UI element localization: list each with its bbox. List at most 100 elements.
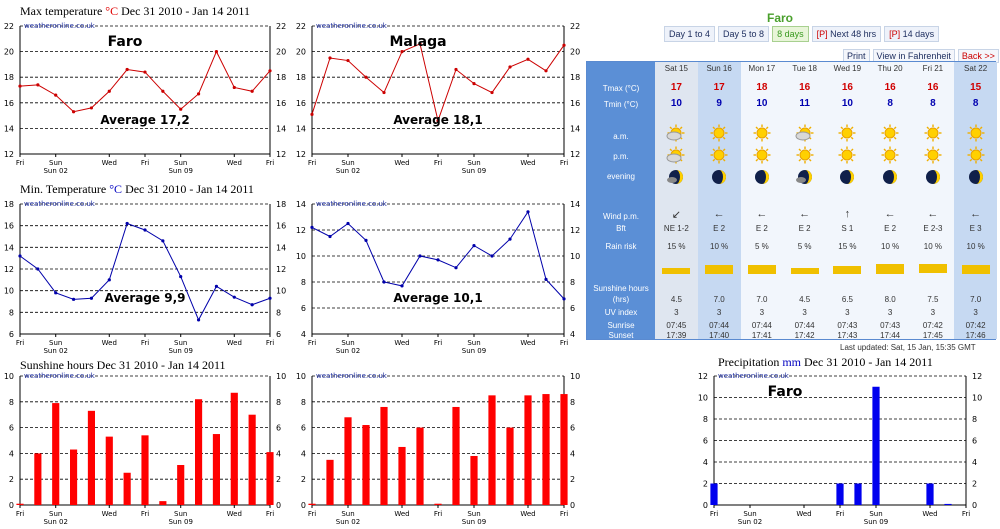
sun-faro-ytick-left: 0 bbox=[9, 501, 14, 510]
min-malaga-watermark: weatheronline.co.uk bbox=[316, 200, 388, 208]
precip-faro-xtick-label: Sun bbox=[743, 510, 756, 518]
sun-malaga-xtick-label: Fri bbox=[560, 510, 568, 518]
wind-arrow-icon: ↑ bbox=[844, 208, 851, 220]
sun-icon bbox=[709, 146, 729, 169]
max-faro-ytick-left: 20 bbox=[4, 48, 14, 57]
forecast-tab[interactable]: [P] 14 days bbox=[884, 26, 940, 42]
sun-malaga-xtick-label: Sun bbox=[341, 510, 354, 518]
day-name: Sun 16 bbox=[706, 64, 732, 73]
sun-faro-xtick-label: Wed bbox=[227, 510, 242, 518]
wind-arrow-icon: ← bbox=[927, 208, 939, 220]
print-button[interactable]: Print bbox=[843, 49, 870, 63]
sunrise-value: 07:43 bbox=[880, 321, 901, 330]
max-malaga-ytick-right: 12 bbox=[570, 150, 580, 159]
rain-risk-value: 10 % bbox=[881, 242, 900, 251]
max-faro-point bbox=[107, 89, 111, 93]
min-malaga-ytick-left: 14 bbox=[296, 200, 306, 209]
wind-arrow-icon: ← bbox=[884, 208, 896, 220]
uv-value: 3 bbox=[930, 308, 936, 317]
uv-value: 3 bbox=[759, 308, 765, 317]
min-malaga-point bbox=[562, 297, 566, 301]
forecast-title: Faro bbox=[767, 11, 794, 25]
sun-faro-bar bbox=[159, 501, 167, 505]
forecast-tab[interactable]: Day 1 to 4 bbox=[664, 26, 716, 42]
min-faro-point bbox=[18, 254, 22, 258]
min-malaga-ytick-left: 8 bbox=[301, 278, 306, 287]
max-faro-point bbox=[268, 69, 272, 73]
forecast-tab[interactable]: Day 5 to 8 bbox=[718, 26, 770, 42]
min-malaga-ytick-right: 6 bbox=[570, 304, 575, 313]
max-faro-ytick-right: 16 bbox=[276, 99, 286, 108]
sun-faro-xtick-label-bottom: Sun 02 bbox=[43, 518, 67, 526]
sun-malaga-ytick-right: 2 bbox=[570, 475, 575, 484]
min-malaga-ytick-left: 6 bbox=[301, 304, 306, 313]
sunshine-value: 8.0 bbox=[884, 295, 896, 304]
min-faro-average-label: Average 9,9 bbox=[105, 291, 186, 305]
tmin-value: 10 bbox=[756, 98, 768, 109]
sun-faro-bar bbox=[87, 410, 95, 505]
tmax-value: 16 bbox=[799, 82, 811, 93]
max-malaga-ytick-right: 20 bbox=[570, 48, 580, 57]
sun-faro-xtick-label: Fri bbox=[16, 510, 24, 518]
max-malaga-xtick-label: Fri bbox=[308, 159, 316, 167]
sun-faro-bar bbox=[195, 399, 203, 505]
sun-malaga-bar bbox=[398, 446, 406, 505]
day-name: Sat 15 bbox=[664, 64, 688, 73]
sun-icon bbox=[837, 124, 857, 147]
sun-icon bbox=[923, 146, 943, 169]
max-malaga-point bbox=[562, 43, 566, 47]
forecast-tab[interactable]: 8 days bbox=[772, 26, 809, 42]
sun-malaga-bar bbox=[416, 427, 424, 505]
precip-faro-city-label: Faro bbox=[768, 384, 803, 400]
sun-faro-ytick-left: 2 bbox=[9, 475, 14, 484]
min-faro-point bbox=[89, 296, 94, 300]
sun-malaga-bar bbox=[506, 427, 514, 505]
max-malaga-point bbox=[508, 65, 512, 69]
max-faro-ytick-left: 12 bbox=[4, 150, 14, 159]
sunrise-value: 07:44 bbox=[751, 321, 772, 330]
forecast-table: Tmax (°C) Tmin (°C) a.m. p.m. evening Wi… bbox=[586, 61, 997, 340]
min-faro-ytick-left: 16 bbox=[4, 222, 14, 231]
sunset-value: 17:46 bbox=[965, 331, 986, 340]
max-faro-ytick-right: 20 bbox=[276, 48, 286, 57]
min-malaga-point bbox=[454, 266, 458, 270]
max-faro-point bbox=[161, 89, 165, 93]
precip-faro-xtick-label: Fri bbox=[710, 510, 718, 518]
sun-faro-bar bbox=[123, 472, 131, 505]
moon-icon bbox=[752, 168, 772, 191]
max-malaga-ytick-left: 14 bbox=[296, 124, 306, 133]
min-malaga-ytick-left: 12 bbox=[296, 226, 306, 235]
max-malaga-point bbox=[454, 67, 458, 72]
min-malaga-ytick-right: 8 bbox=[570, 278, 575, 287]
sun-malaga-ytick-left: 2 bbox=[301, 475, 306, 484]
precip-faro-ytick-right: 12 bbox=[972, 372, 982, 381]
sun-malaga-bar bbox=[380, 406, 388, 505]
sun-faro-ytick-right: 2 bbox=[276, 475, 281, 484]
sun-faro-bar bbox=[52, 403, 60, 505]
max-malaga-point bbox=[328, 56, 332, 60]
min-malaga-xtick-label: Fri bbox=[560, 339, 568, 347]
min-malaga-xtick-label: Wed bbox=[520, 339, 535, 347]
sun-icon bbox=[795, 146, 815, 169]
precip-faro-bar bbox=[836, 483, 844, 505]
forecast-tab[interactable]: [P] Next 48 hrs bbox=[811, 26, 882, 42]
bft-value: NE 1-2 bbox=[663, 224, 689, 233]
precip-faro-watermark: weatheronline.co.uk bbox=[718, 372, 790, 380]
sunrise-value: 07:42 bbox=[922, 321, 943, 330]
max-malaga-ytick-left: 20 bbox=[296, 48, 306, 57]
min-malaga-ytick-right: 10 bbox=[570, 252, 580, 261]
sun-malaga-ytick-right: 8 bbox=[570, 398, 575, 407]
sunshine-value: 7.0 bbox=[756, 295, 768, 304]
sun-malaga-bar bbox=[488, 395, 496, 505]
max-faro-ytick-right: 14 bbox=[276, 124, 286, 133]
max-faro-point bbox=[179, 107, 183, 111]
sun-faro-watermark: weatheronline.co.uk bbox=[24, 372, 96, 380]
sun-malaga-bar bbox=[434, 503, 442, 505]
precip-faro-ytick-right: 6 bbox=[972, 437, 977, 446]
sun-faro-bar bbox=[16, 503, 24, 505]
min-malaga-point bbox=[418, 254, 422, 258]
sun-faro-ytick-right: 6 bbox=[276, 424, 281, 433]
